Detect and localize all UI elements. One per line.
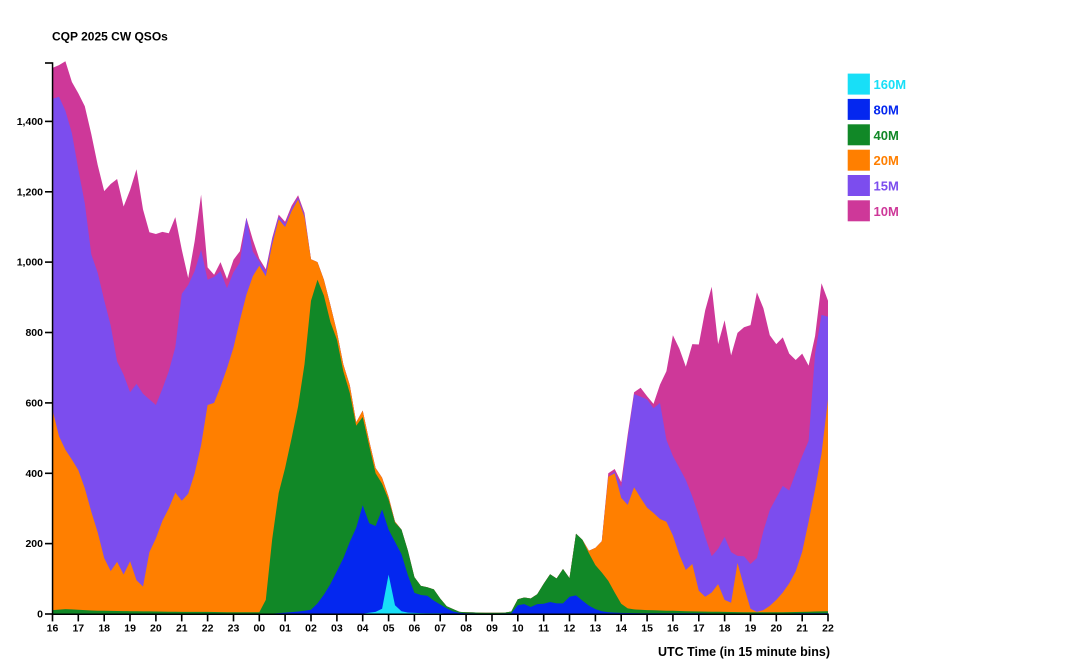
svg-text:05: 05 [383,623,395,635]
svg-text:15: 15 [641,623,653,635]
svg-text:0: 0 [37,609,43,621]
svg-text:01: 01 [279,623,291,635]
svg-text:16: 16 [47,623,59,635]
svg-text:20M: 20M [874,153,899,168]
svg-text:08: 08 [460,623,472,635]
svg-text:12: 12 [564,623,576,635]
svg-text:13: 13 [590,623,602,635]
svg-text:02: 02 [305,623,317,635]
svg-text:14: 14 [615,623,627,635]
svg-text:80M: 80M [874,102,899,117]
svg-text:160M: 160M [874,77,907,92]
svg-text:800: 800 [25,327,43,339]
svg-text:22: 22 [202,623,214,635]
svg-text:03: 03 [331,623,343,635]
svg-text:17: 17 [693,623,705,635]
svg-text:1,000: 1,000 [17,257,43,269]
svg-text:19: 19 [124,623,136,635]
svg-text:18: 18 [98,623,110,635]
svg-text:04: 04 [357,623,369,635]
svg-text:400: 400 [25,468,43,480]
svg-text:40M: 40M [874,128,899,143]
svg-text:16: 16 [667,623,679,635]
svg-text:23: 23 [228,623,240,635]
svg-text:20: 20 [770,623,782,635]
svg-text:09: 09 [486,623,498,635]
svg-text:10: 10 [512,623,524,635]
svg-text:07: 07 [434,623,446,635]
svg-text:20: 20 [150,623,162,635]
svg-text:19: 19 [745,623,757,635]
svg-text:00: 00 [253,623,265,635]
svg-text:600: 600 [25,397,43,409]
svg-text:06: 06 [409,623,421,635]
svg-text:15M: 15M [874,179,899,194]
svg-text:200: 200 [25,538,43,550]
svg-text:1,200: 1,200 [17,186,43,198]
svg-text:CQP 2025 CW QSOs: CQP 2025 CW QSOs [52,30,168,44]
svg-text:11: 11 [538,623,549,635]
svg-text:1,400: 1,400 [17,116,43,128]
svg-text:10M: 10M [874,204,899,219]
svg-text:17: 17 [72,623,84,635]
svg-text:21: 21 [796,623,808,635]
svg-text:21: 21 [176,623,188,635]
svg-text:22: 22 [822,623,834,635]
svg-text:18: 18 [719,623,731,635]
svg-text:UTC Time (in 15 minute bins): UTC Time (in 15 minute bins) [658,645,830,659]
